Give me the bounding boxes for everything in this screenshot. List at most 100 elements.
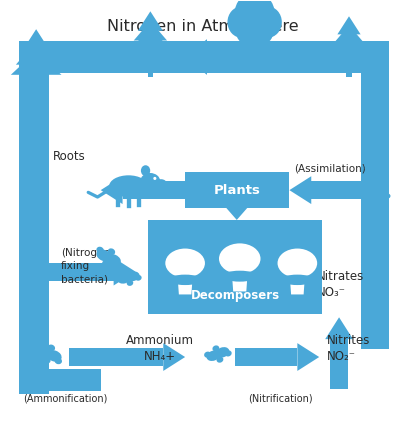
Ellipse shape (106, 254, 121, 266)
Ellipse shape (204, 352, 211, 358)
Ellipse shape (114, 262, 121, 269)
Ellipse shape (47, 350, 61, 362)
Ellipse shape (374, 162, 381, 168)
Bar (33, 97, 39, 109)
Text: (Ammonification): (Ammonification) (23, 394, 107, 404)
Bar (251, 45, 258, 67)
Ellipse shape (371, 173, 378, 179)
Text: Nitrates
NO₃⁻: Nitrates NO₃⁻ (317, 269, 365, 298)
Bar (19, 369, 101, 391)
Ellipse shape (165, 248, 205, 278)
Ellipse shape (37, 346, 51, 358)
Ellipse shape (212, 345, 219, 352)
Ellipse shape (369, 192, 381, 200)
Ellipse shape (219, 243, 260, 274)
Polygon shape (223, 204, 251, 220)
Polygon shape (114, 258, 136, 285)
Polygon shape (333, 25, 365, 43)
Ellipse shape (377, 190, 389, 199)
Bar (311, 181, 361, 199)
Bar (228, 204, 246, 208)
Ellipse shape (385, 194, 390, 199)
Polygon shape (21, 29, 51, 53)
Polygon shape (227, 252, 253, 291)
Text: (Assimilation): (Assimilation) (294, 163, 366, 173)
Ellipse shape (124, 269, 130, 275)
Bar (330, 339, 348, 389)
Ellipse shape (55, 357, 62, 364)
Ellipse shape (221, 271, 258, 282)
Ellipse shape (108, 248, 115, 255)
Ellipse shape (36, 344, 44, 351)
Ellipse shape (48, 344, 55, 351)
Ellipse shape (280, 274, 315, 285)
Bar (235, 348, 298, 366)
Bar (49, 263, 114, 280)
Ellipse shape (127, 272, 140, 281)
Ellipse shape (225, 350, 232, 357)
Text: Plants: Plants (214, 184, 261, 197)
Text: Decomposers: Decomposers (191, 289, 280, 302)
Polygon shape (185, 39, 207, 75)
Bar (69, 348, 163, 366)
Ellipse shape (153, 177, 156, 180)
Bar (149, 220, 322, 314)
Ellipse shape (109, 175, 148, 197)
Polygon shape (138, 11, 163, 31)
Ellipse shape (141, 165, 150, 176)
Text: (Nitrification): (Nitrification) (248, 394, 312, 404)
Polygon shape (129, 29, 171, 49)
Polygon shape (101, 176, 123, 204)
Polygon shape (325, 317, 353, 339)
Ellipse shape (206, 351, 220, 361)
Ellipse shape (135, 275, 142, 281)
Ellipse shape (381, 173, 387, 179)
Ellipse shape (364, 162, 371, 168)
Polygon shape (173, 257, 198, 294)
Ellipse shape (365, 164, 378, 174)
Ellipse shape (96, 250, 111, 261)
Polygon shape (163, 343, 185, 371)
Text: Roots: Roots (53, 150, 86, 163)
Text: Nitrites
NO₂⁻: Nitrites NO₂⁻ (327, 334, 370, 363)
Ellipse shape (234, 0, 275, 35)
Ellipse shape (236, 19, 262, 45)
Text: (Nitrogen-
fixing
bacteria): (Nitrogen- fixing bacteria) (61, 248, 114, 284)
Polygon shape (330, 33, 368, 51)
Bar (123, 181, 185, 199)
Polygon shape (289, 176, 311, 204)
Ellipse shape (127, 280, 133, 286)
Ellipse shape (167, 274, 203, 285)
Ellipse shape (102, 260, 109, 267)
Bar (19, 41, 389, 73)
Bar (19, 41, 49, 394)
Ellipse shape (374, 167, 387, 176)
Ellipse shape (140, 173, 160, 190)
Bar (148, 67, 153, 77)
Text: Ammonium
NH₄+: Ammonium NH₄+ (126, 334, 194, 363)
Ellipse shape (367, 192, 373, 197)
Ellipse shape (253, 6, 282, 38)
Polygon shape (133, 21, 167, 40)
Ellipse shape (278, 248, 317, 278)
Text: Nitrogen in Atmosphere: Nitrogen in Atmosphere (107, 19, 299, 34)
Bar (185, 172, 289, 208)
Ellipse shape (217, 357, 223, 362)
Ellipse shape (243, 31, 266, 51)
Ellipse shape (375, 188, 381, 193)
Polygon shape (337, 16, 361, 35)
Ellipse shape (247, 19, 273, 45)
Polygon shape (11, 51, 61, 75)
Ellipse shape (377, 197, 383, 203)
Ellipse shape (96, 247, 104, 253)
Ellipse shape (228, 6, 256, 38)
Bar (207, 41, 339, 73)
Polygon shape (298, 343, 319, 371)
Ellipse shape (216, 347, 229, 357)
Bar (361, 41, 389, 349)
Polygon shape (16, 41, 57, 65)
Ellipse shape (155, 179, 166, 187)
Ellipse shape (116, 274, 122, 280)
Bar (346, 68, 352, 77)
Polygon shape (285, 257, 310, 294)
